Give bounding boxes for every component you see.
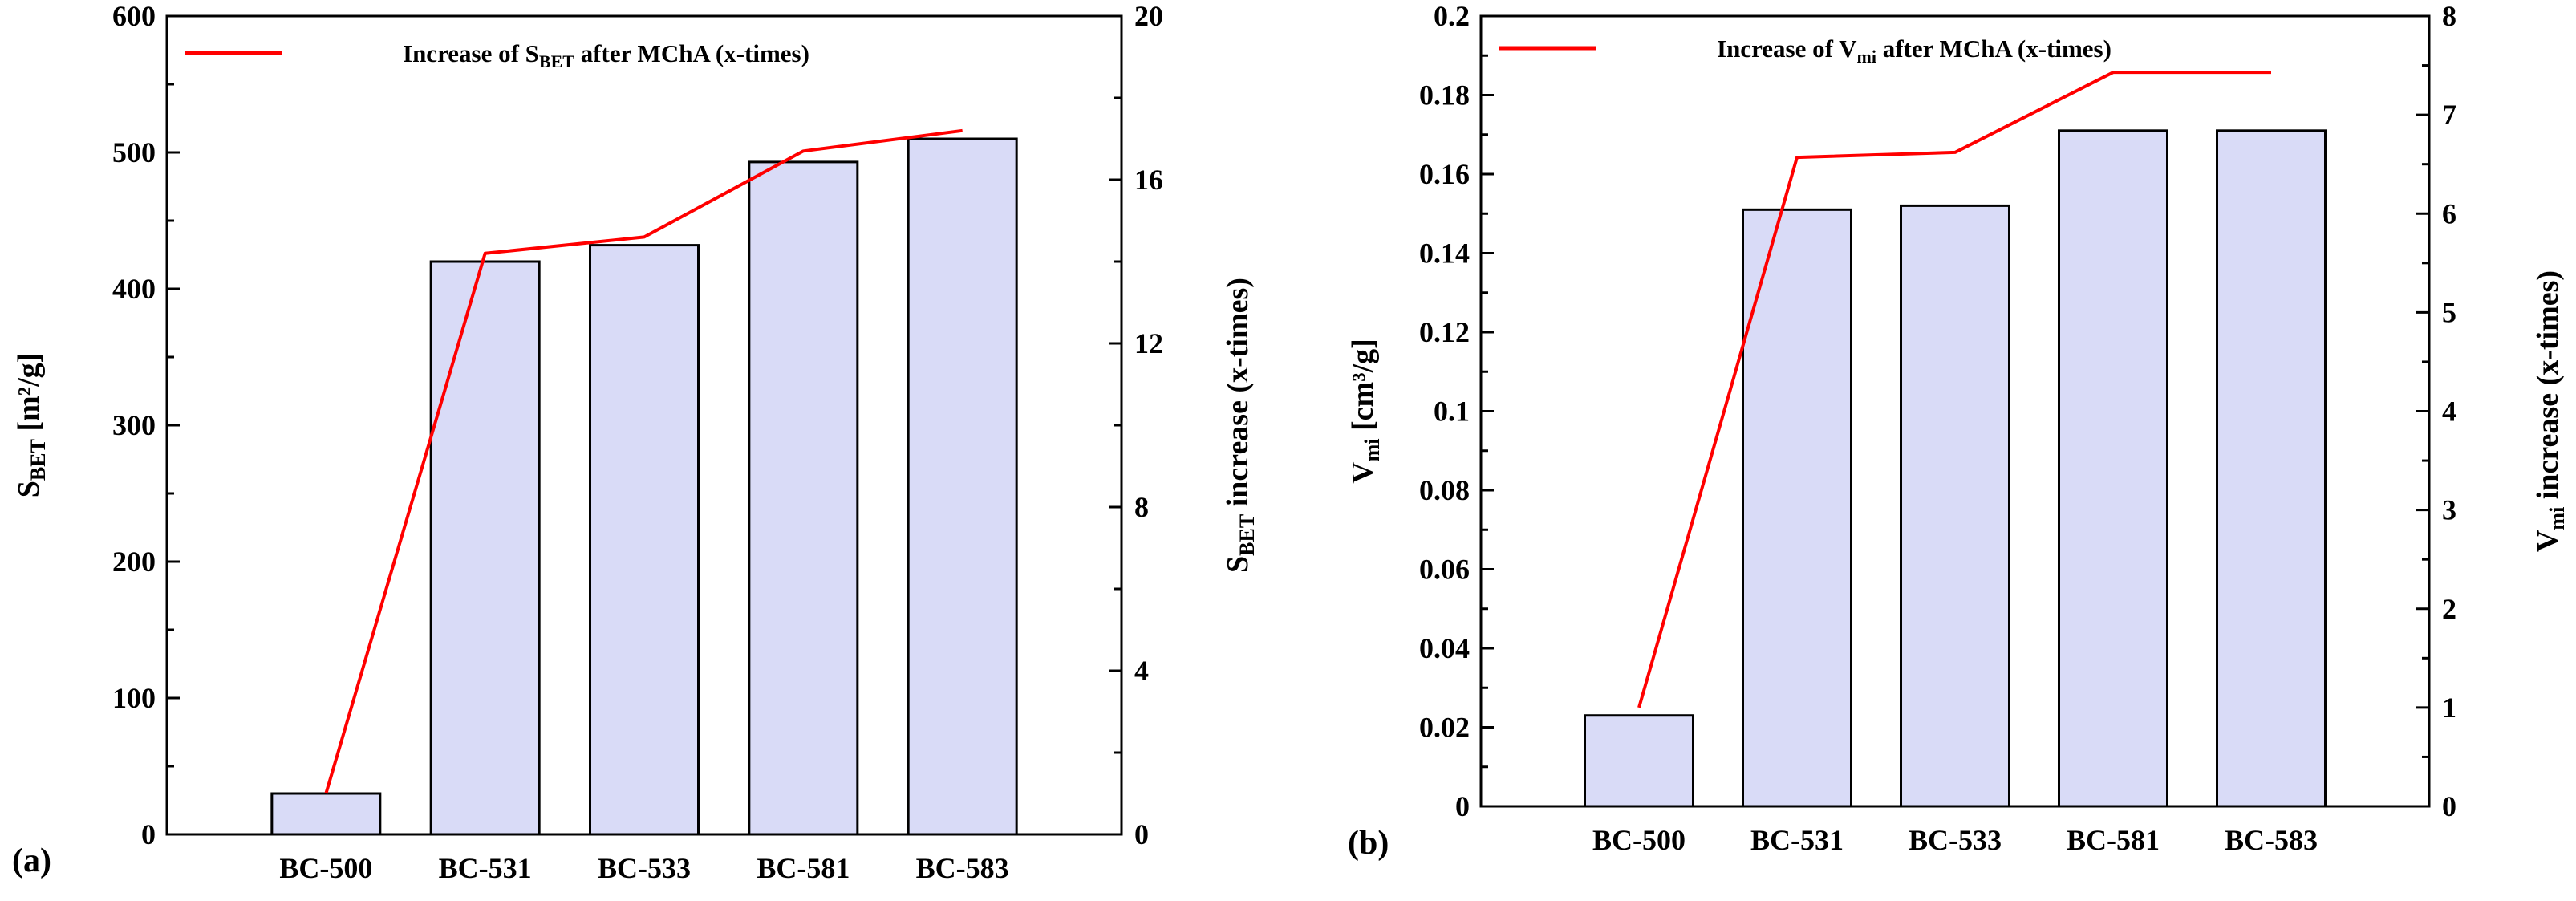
right-tick-label: 3 [2442,494,2456,526]
chart-panel-1: 0 100 200 300 400 500 600 0 4 8 12 16 20 BC-500 BC-531… [12,0,1259,884]
left-tick-label: 0.02 [1419,712,1470,744]
chart-panel-2: 0 0.02 0.04 0.06 0.08 0.1 0.12 0.14 0.16 0.18 0.2 0… [1346,0,2569,862]
right-tick-label: 4 [1134,655,1149,687]
left-tick-label: 0.18 [1419,79,1470,112]
right-tick-label: 8 [1134,491,1149,523]
bar-bc-581 [2058,129,2168,808]
legend-label: Increase of SBET after MChA (x-times) [403,39,809,71]
category-label: BC-581 [757,852,850,884]
bar-bc-531 [1742,208,1852,808]
panel-label: (b) [1348,825,1389,862]
right-tick-label: 7 [2442,99,2456,131]
bar-bc-533 [589,244,700,836]
right-tick-label: 12 [1134,327,1163,359]
right-tick-label: 6 [2442,197,2456,229]
left-tick-label: 600 [112,0,156,32]
right-axis-title: SBET increase (x-times) [1221,278,1259,573]
right-tick-label: 2 [2442,593,2456,625]
category-label: BC-533 [1909,824,2002,856]
left-tick-label: 500 [112,136,156,168]
left-tick-label: 0.04 [1419,632,1470,664]
left-axis-title: Vmi [cm³/g] [1346,339,1384,484]
left-tick-label: 0 [141,818,156,850]
bar-bc-583 [2216,129,2327,808]
right-tick-label: 4 [2442,396,2456,428]
category-label: BC-500 [279,852,372,884]
category-label: BC-583 [2225,824,2318,856]
bar-bc-531 [429,260,541,836]
right-axis-title: Vmi increase (x-times) [2531,270,2569,552]
bar-bc-583 [907,137,1018,836]
category-label: BC-583 [916,852,1009,884]
left-tick-label: 0.12 [1419,316,1470,348]
bar-bc-500 [270,792,382,836]
left-tick-label: 0.08 [1419,474,1470,506]
right-tick-label: 0 [1134,818,1149,850]
panel-label: (a) [12,842,51,879]
left-tick-label: 0.14 [1419,237,1470,270]
category-label: BC-531 [1750,824,1844,856]
right-tick-label: 20 [1134,0,1163,32]
right-tick-label: 8 [2442,0,2456,32]
left-tick-label: 100 [112,682,156,714]
bar-bc-500 [1584,714,1694,808]
category-label: BC-581 [2067,824,2160,856]
bar-bc-581 [748,160,859,836]
category-label: BC-531 [439,852,532,884]
left-tick-label: 0.16 [1419,158,1470,190]
right-tick-label: 5 [2442,296,2456,328]
left-tick-label: 0.1 [1434,396,1470,428]
category-label: BC-500 [1592,824,1686,856]
right-tick-label: 1 [2442,692,2456,724]
left-tick-label: 300 [112,409,156,441]
right-tick-label: 0 [2442,790,2456,822]
left-tick-label: 200 [112,546,156,578]
bar-bc-533 [1900,204,2010,808]
left-tick-label: 0 [1455,790,1470,822]
right-tick-label: 16 [1134,164,1163,196]
left-tick-label: 400 [112,273,156,305]
left-axis-title: SBET [m²/g] [12,353,50,498]
left-tick-label: 0.06 [1419,554,1470,586]
legend-label: Increase of Vmi after MChA (x-times) [1717,34,2112,67]
left-tick-label: 0.2 [1434,0,1470,32]
category-label: BC-533 [598,852,691,884]
